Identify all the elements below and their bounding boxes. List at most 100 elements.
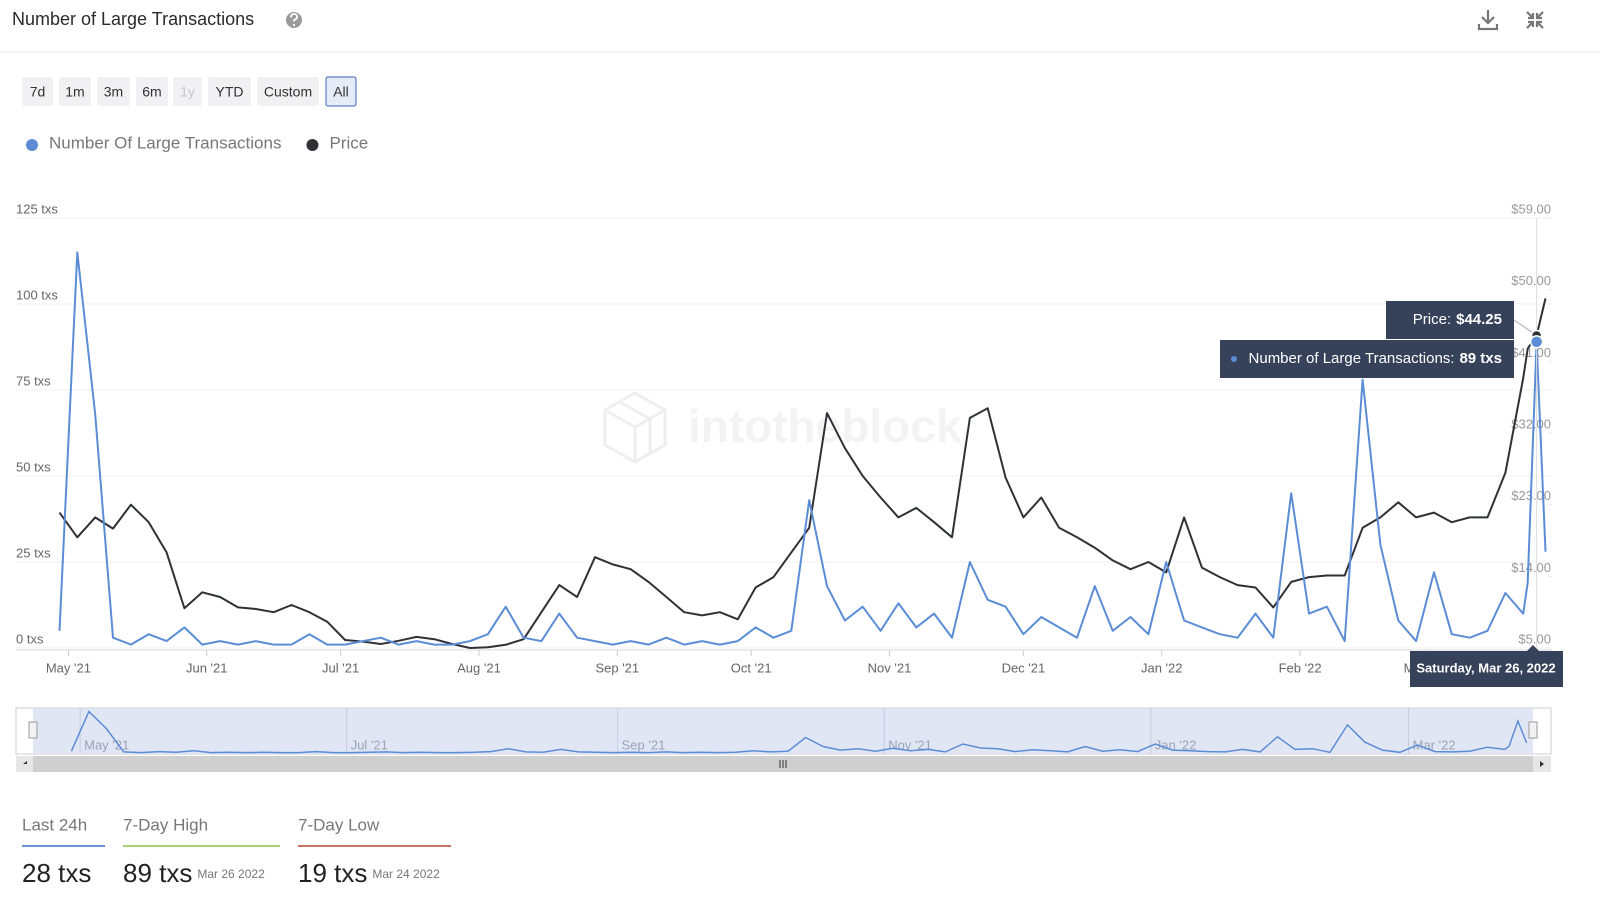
hover-marker	[1529, 335, 1544, 349]
navigator-handle[interactable]	[1528, 721, 1538, 739]
tooltip-row: Number of Large Transactions: 89 txs	[1249, 350, 1502, 367]
navigator-label: Jan '22	[1155, 737, 1197, 752]
y-tick-label: 50 txs	[16, 459, 51, 474]
x-tick-label: Feb '22	[1279, 660, 1322, 675]
tooltip-dot	[1231, 356, 1237, 362]
series-line	[58, 298, 1547, 649]
tooltip-value: 89 txs	[1459, 350, 1502, 367]
scrollbar[interactable]	[16, 756, 1551, 772]
stat-value-text: 89 txs	[123, 858, 192, 888]
y-tick-label: 0 txs	[16, 631, 44, 646]
stat: 7-Day Low 19 txs Mar 24 2022	[298, 815, 451, 888]
x-tick-label: Oct '21	[731, 660, 772, 675]
y-tick-label: 75 txs	[16, 373, 51, 388]
collapse-icon[interactable]	[1526, 11, 1544, 29]
x-tick-label: Dec '21	[1002, 660, 1046, 675]
tooltip-label: Number of Large Transactions:	[1249, 350, 1455, 367]
button-bg	[257, 77, 319, 106]
range-selector: 7d 1m 3m 6m 1y YTD Custom All	[22, 76, 357, 107]
tooltip-bg	[1386, 301, 1514, 339]
button-bg	[325, 76, 357, 107]
y-tick-label: 25 txs	[16, 545, 51, 560]
button-bg	[97, 77, 130, 106]
stat-value: 89 txs Mar 26 2022	[123, 858, 265, 888]
range-button[interactable]: 3m	[97, 77, 130, 106]
x-tick-label: Aug '21	[457, 660, 501, 675]
range-button[interactable]: 6m	[136, 77, 168, 106]
legend-dot	[26, 139, 38, 151]
legend-label: Number Of Large Transactions	[49, 133, 281, 152]
stat-value: 28 txs	[22, 858, 91, 888]
tooltip-value: $44.25	[1456, 311, 1502, 328]
range-button[interactable]: 1y	[173, 77, 202, 106]
legend-item[interactable]: Number Of Large Transactions	[26, 133, 281, 152]
button-label: YTD	[216, 84, 244, 100]
button-bg	[22, 77, 53, 106]
button-label: Custom	[264, 84, 312, 100]
y2-tick-label: $14.00	[1511, 560, 1551, 575]
button-bg	[59, 77, 91, 106]
tooltip-bg	[1220, 340, 1514, 378]
y2-tick-label: $41.00	[1511, 345, 1551, 360]
stat-value: 19 txs Mar 24 2022	[298, 858, 440, 888]
stat-value-text: 19 txs	[298, 858, 367, 888]
navigator-label: Jul '21	[351, 737, 388, 752]
stat: Last 24h 28 txs	[22, 815, 105, 888]
legend-dot	[306, 139, 319, 151]
legend-item[interactable]: Price	[306, 133, 368, 152]
stat-date: Mar 26 2022	[197, 867, 265, 881]
range-button[interactable]: 1m	[59, 77, 91, 106]
range-button[interactable]: Custom	[257, 77, 319, 106]
x-tick-label: Jul '21	[322, 660, 359, 675]
button-bg	[208, 77, 251, 106]
widget-title: Number of Large Transactions	[12, 9, 254, 29]
range-button[interactable]: All	[325, 76, 357, 107]
button-bg	[173, 77, 202, 106]
y2-tick-label: $5.00	[1518, 631, 1551, 646]
plot-area: 0 txs 25 txs 50 txs 75 txs 100 txs 125 txs $5.…	[16, 201, 1552, 675]
y2-tick-label: $50.00	[1511, 273, 1551, 288]
y2-tick-label: $32.00	[1511, 416, 1551, 431]
navigator: May '21 Jul '21 Sep '21 Nov '21 Jan '22 Mar '…	[15, 707, 1552, 755]
stats-row: Last 24h 28 txs 7-Day High 89 txs Mar 26 202…	[22, 815, 451, 888]
tooltip-row: Price: $44.25	[1413, 311, 1502, 328]
date-tooltip: Saturday, Mar 26, 2022	[1416, 660, 1555, 675]
navigator-handle[interactable]	[28, 721, 38, 739]
button-label: 7d	[30, 84, 46, 100]
download-icon[interactable]	[1477, 10, 1499, 31]
stat: 7-Day High 89 txs Mar 26 2022	[123, 815, 280, 888]
y2-tick-label: $59.00	[1511, 201, 1551, 216]
stat-value-text: 28 txs	[22, 858, 91, 888]
legend: Number Of Large Transactions Price	[26, 133, 368, 152]
range-button[interactable]: 7d	[22, 77, 53, 106]
x-tick-label: Jan '22	[1141, 660, 1183, 675]
navigator-label: Sep '21	[622, 737, 666, 752]
tooltip: Price: $44.25 Number of Large Transactions…	[1220, 218, 1563, 687]
date-tooltip-bg	[1410, 645, 1563, 687]
button-label: 1y	[180, 84, 195, 100]
button-label: 6m	[142, 84, 161, 100]
button-label: 3m	[104, 84, 123, 100]
x-tick-label: May '21	[46, 660, 91, 675]
button-label: 1m	[65, 84, 84, 100]
stat-date: Mar 24 2022	[372, 867, 440, 881]
series-line	[58, 251, 1547, 646]
range-button[interactable]: YTD	[208, 77, 251, 106]
x-tick-label: Nov '21	[868, 660, 912, 675]
navigator-label: Mar '22	[1413, 737, 1456, 752]
tooltip-label: Price:	[1413, 311, 1451, 328]
x-tick-label: Sep '21	[595, 660, 639, 675]
stat-label: 7-Day High	[123, 815, 208, 834]
x-tick-label: Jun '21	[186, 660, 228, 675]
legend-label: Price	[329, 133, 368, 152]
button-label: All	[333, 84, 349, 100]
stat-label: 7-Day Low	[298, 815, 380, 834]
y-tick-label: 125 txs	[16, 201, 58, 216]
button-bg	[136, 77, 168, 106]
y-tick-label: 100 txs	[16, 287, 58, 302]
help-icon[interactable]	[286, 12, 302, 28]
stat-label: Last 24h	[22, 815, 87, 834]
navigator-line	[70, 710, 1528, 754]
